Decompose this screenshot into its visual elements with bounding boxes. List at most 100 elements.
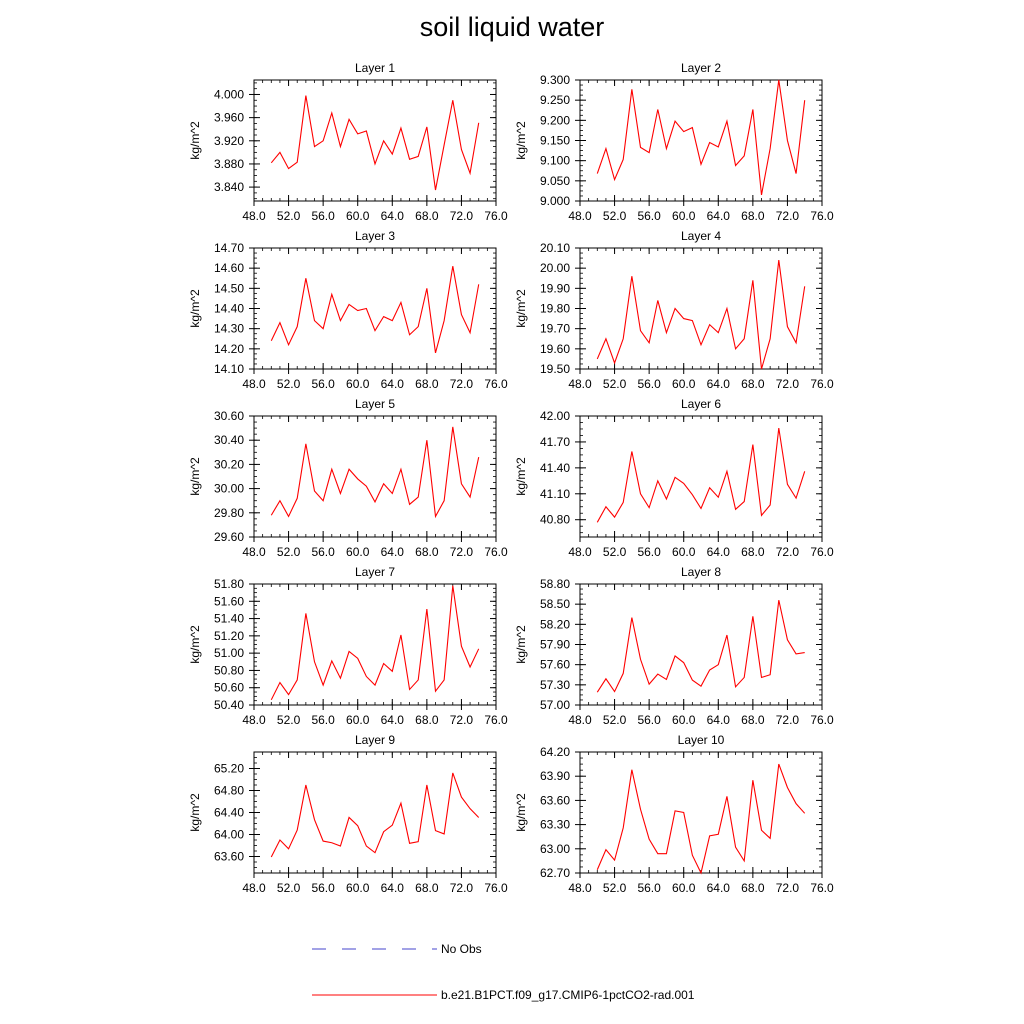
y-tick-label: 63.30 (540, 818, 570, 832)
y-tick-label: 30.60 (214, 409, 244, 423)
y-tick-label: 58.20 (540, 617, 570, 631)
x-tick-label: 48.0 (568, 377, 592, 391)
y-tick-label: 14.70 (214, 241, 244, 255)
y-tick-label: 29.80 (214, 506, 244, 520)
y-tick-label: 64.80 (214, 784, 244, 798)
x-tick-label: 68.0 (415, 209, 439, 223)
x-tick-label: 76.0 (810, 545, 834, 559)
y-tick-label: 9.100 (540, 154, 570, 168)
panel-title: Layer 2 (681, 61, 721, 75)
x-tick-label: 68.0 (415, 881, 439, 895)
x-tick-label: 48.0 (568, 545, 592, 559)
y-tick-label: 4.000 (214, 87, 244, 101)
y-axis-label: kg/m^2 (188, 457, 202, 496)
y-tick-label: 51.60 (214, 594, 244, 608)
series-line (270, 772, 480, 858)
x-tick-label: 64.0 (381, 377, 405, 391)
y-tick-label: 19.60 (540, 342, 570, 356)
page-title: soil liquid water (419, 12, 605, 42)
y-tick-label: 40.80 (540, 513, 570, 527)
y-tick-label: 29.60 (214, 530, 244, 544)
x-tick-label: 68.0 (741, 881, 765, 895)
x-tick-label: 68.0 (741, 713, 765, 727)
y-tick-label: 50.80 (214, 663, 244, 677)
plot-frame (579, 247, 823, 370)
x-tick-label: 72.0 (450, 713, 474, 727)
y-tick-label: 14.30 (214, 322, 244, 336)
x-tick-label: 52.0 (603, 209, 627, 223)
x-tick-label: 60.0 (672, 545, 696, 559)
y-axis-label: kg/m^2 (188, 793, 202, 832)
y-tick-label: 20.10 (540, 241, 570, 255)
y-tick-label: 57.90 (540, 638, 570, 652)
x-tick-label: 60.0 (346, 209, 370, 223)
x-tick-label: 60.0 (672, 209, 696, 223)
x-tick-label: 48.0 (568, 881, 592, 895)
panel-title: Layer 7 (355, 565, 395, 579)
x-tick-label: 64.0 (381, 209, 405, 223)
y-tick-label: 9.250 (540, 93, 570, 107)
series-line (270, 95, 480, 191)
x-tick-label: 64.0 (381, 545, 405, 559)
panel-title: Layer 4 (681, 229, 721, 243)
y-tick-label: 50.40 (214, 698, 244, 712)
y-tick-label: 64.00 (214, 828, 244, 842)
x-tick-label: 64.0 (707, 209, 731, 223)
x-tick-label: 60.0 (346, 881, 370, 895)
chart-panel-4: 48.0 52.0 56.0 60.0 64.0 68.0 72.0 76.0 19.50 19.… (514, 229, 834, 391)
x-tick-label: 60.0 (346, 377, 370, 391)
y-axis-label: kg/m^2 (188, 625, 202, 664)
chart-panel-3: 48.0 52.0 56.0 60.0 64.0 68.0 72.0 76.0 14.10 14.… (188, 229, 508, 391)
y-tick-label: 3.840 (214, 180, 244, 194)
y-tick-label: 14.50 (214, 281, 244, 295)
chart-panel-8: 48.0 52.0 56.0 60.0 64.0 68.0 72.0 76.0 57.00 57.… (514, 565, 834, 727)
x-tick-label: 52.0 (277, 377, 301, 391)
y-tick-label: 14.10 (214, 362, 244, 376)
y-axis-label: kg/m^2 (188, 289, 202, 328)
x-tick-label: 68.0 (741, 545, 765, 559)
x-tick-label: 48.0 (242, 545, 266, 559)
x-tick-label: 68.0 (415, 545, 439, 559)
y-tick-label: 64.40 (214, 806, 244, 820)
y-tick-label: 9.050 (540, 174, 570, 188)
y-tick-label: 42.00 (540, 409, 570, 423)
series-line (596, 260, 806, 370)
series-line (596, 600, 805, 693)
y-tick-label: 9.300 (540, 73, 570, 87)
x-tick-label: 68.0 (741, 209, 765, 223)
x-tick-label: 76.0 (484, 881, 508, 895)
x-tick-label: 76.0 (810, 377, 834, 391)
x-tick-label: 72.0 (776, 545, 800, 559)
y-tick-label: 30.00 (214, 482, 244, 496)
series-line (270, 585, 480, 701)
y-tick-label: 51.80 (214, 577, 244, 591)
y-tick-label: 9.200 (540, 113, 570, 127)
x-tick-label: 56.0 (311, 713, 335, 727)
x-tick-label: 60.0 (346, 713, 370, 727)
x-tick-label: 52.0 (603, 881, 627, 895)
x-tick-label: 48.0 (568, 713, 592, 727)
y-axis-label: kg/m^2 (514, 289, 528, 328)
x-tick-label: 64.0 (381, 713, 405, 727)
plot-frame (579, 79, 823, 202)
x-tick-label: 60.0 (672, 881, 696, 895)
x-tick-label: 48.0 (568, 209, 592, 223)
y-tick-label: 41.70 (540, 435, 570, 449)
x-tick-label: 76.0 (810, 881, 834, 895)
y-axis-label: kg/m^2 (514, 793, 528, 832)
x-tick-label: 56.0 (311, 545, 335, 559)
chart-panel-10: 48.0 52.0 56.0 60.0 64.0 68.0 72.0 76.0 62.70 63.… (514, 733, 834, 895)
x-tick-label: 56.0 (311, 881, 335, 895)
y-tick-label: 41.40 (540, 461, 570, 475)
y-tick-label: 19.50 (540, 362, 570, 376)
y-tick-label: 63.00 (540, 842, 570, 856)
y-tick-label: 19.80 (540, 302, 570, 316)
x-tick-label: 52.0 (277, 713, 301, 727)
y-tick-label: 14.60 (214, 261, 244, 275)
x-tick-label: 64.0 (707, 713, 731, 727)
chart-panel-6: 48.0 52.0 56.0 60.0 64.0 68.0 72.0 76.0 40.80 41.… (514, 397, 834, 559)
x-tick-label: 72.0 (450, 545, 474, 559)
x-tick-label: 56.0 (637, 209, 661, 223)
plot-frame (253, 751, 497, 874)
series-line (270, 266, 480, 354)
